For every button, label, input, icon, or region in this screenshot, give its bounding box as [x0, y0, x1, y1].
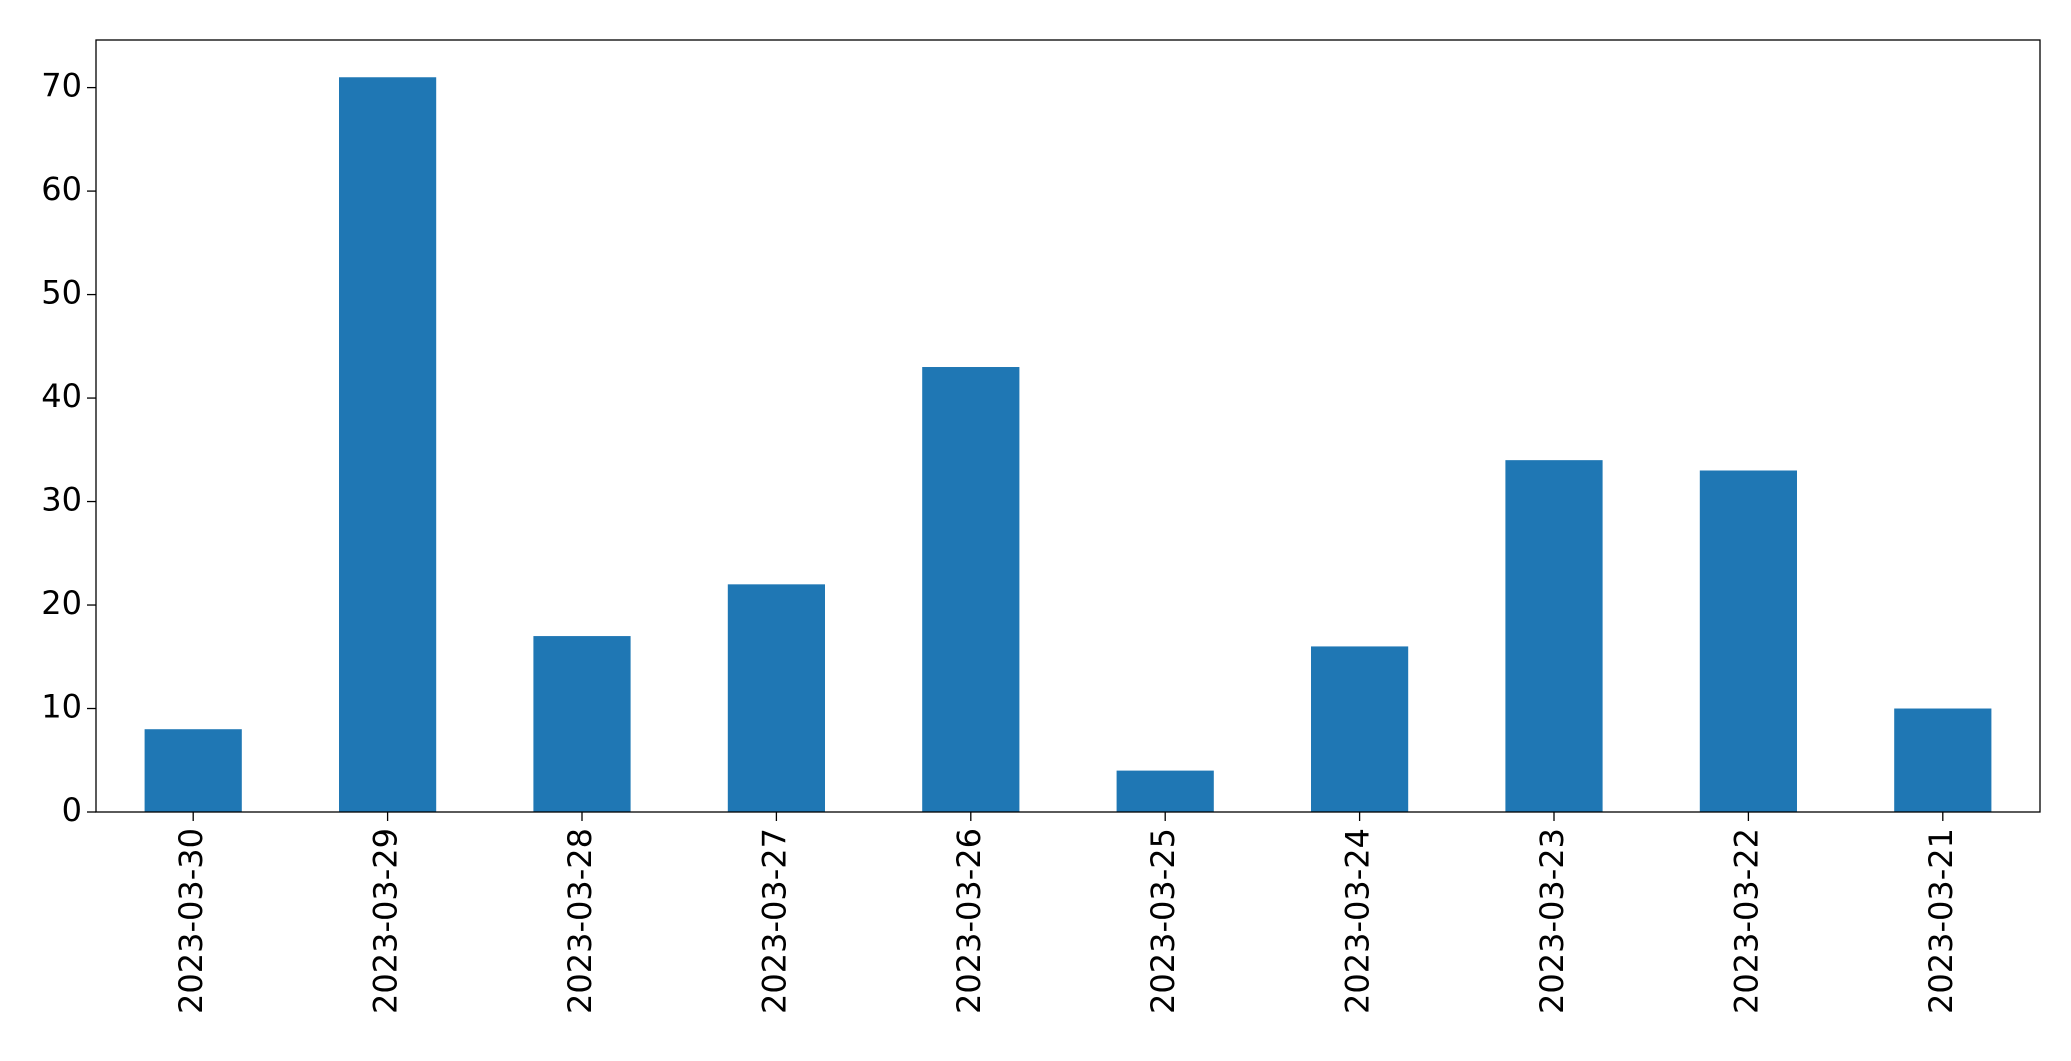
y-tick-label: 10: [41, 688, 82, 726]
plot-frame: [95, 39, 2041, 813]
bar: [144, 729, 242, 812]
bar: [1699, 470, 1797, 812]
x-tick-label: 2023-03-24: [1339, 828, 1377, 1014]
x-tick-label: 2023-03-29: [367, 828, 405, 1014]
x-tick-label: 2023-03-30: [172, 828, 210, 1014]
bar: [533, 636, 631, 812]
x-tick-label: 2023-03-28: [561, 828, 599, 1014]
x-tick-label: 2023-03-21: [1922, 828, 1960, 1014]
y-tick-label: 70: [41, 67, 82, 105]
bar: [1116, 770, 1214, 812]
x-tick-label: 2023-03-27: [755, 828, 793, 1014]
bar: [339, 77, 437, 812]
x-tick-label: 2023-03-26: [950, 828, 988, 1014]
y-tick-label: 20: [41, 584, 82, 622]
y-tick-label: 60: [41, 170, 82, 208]
y-tick-label: 0: [62, 791, 82, 829]
y-tick-label: 40: [41, 377, 82, 415]
bar: [922, 367, 1020, 812]
x-tick-label: 2023-03-23: [1533, 828, 1571, 1014]
x-tick-label: 2023-03-22: [1727, 828, 1765, 1014]
bar: [1311, 646, 1409, 812]
bar: [1894, 708, 1992, 812]
bar: [727, 584, 825, 812]
y-tick-label: 50: [41, 274, 82, 312]
y-tick-label: 30: [41, 481, 82, 519]
x-tick-label: 2023-03-25: [1144, 828, 1182, 1014]
bar: [1505, 460, 1603, 812]
